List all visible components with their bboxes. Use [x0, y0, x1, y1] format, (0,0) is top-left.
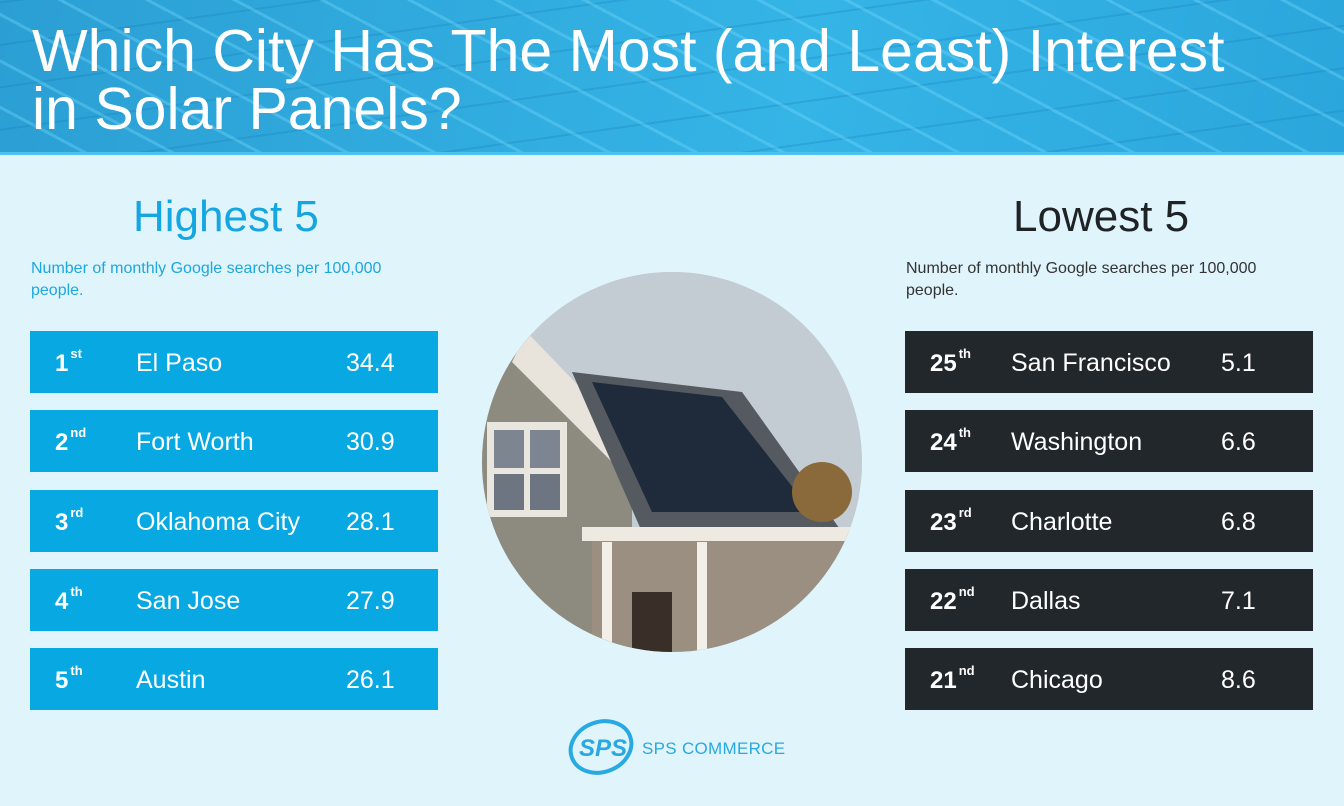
city-name: Chicago	[1011, 666, 1103, 694]
rank-number: 22	[930, 588, 957, 615]
search-value: 6.6	[1221, 428, 1256, 456]
rank-suffix: nd	[958, 584, 975, 599]
highest-subtitle: Number of monthly Google searches per 10…	[31, 260, 382, 299]
rank-suffix: nd	[958, 663, 975, 678]
rank-number: 23	[930, 509, 957, 536]
rank-suffix: rd	[958, 505, 972, 520]
rank-number: 24	[930, 429, 957, 456]
city-name: El Paso	[136, 349, 223, 377]
city-name: Oklahoma City	[136, 508, 300, 536]
search-value: 27.9	[346, 587, 395, 615]
highest-title: Highest 5	[133, 192, 319, 241]
city-name: San Jose	[136, 587, 241, 615]
search-value: 34.4	[346, 349, 395, 377]
rank-suffix: th	[70, 584, 83, 599]
city-name: Austin	[136, 666, 206, 694]
lowest-subtitle: Number of monthly Google searches per 10…	[906, 260, 1257, 299]
rank-suffix: nd	[70, 425, 87, 440]
search-value: 6.8	[1221, 508, 1256, 536]
rank-number: 2	[55, 429, 69, 456]
search-value: 28.1	[346, 508, 395, 536]
rank-suffix: st	[70, 346, 82, 361]
sps-logo-icon: SPS	[565, 718, 640, 783]
rank-suffix: rd	[70, 505, 84, 520]
rank-number: 5	[55, 667, 69, 694]
house-solar-photo	[482, 272, 862, 652]
city-name: Fort Worth	[136, 428, 254, 456]
logo-text: SPS COMMERCE	[642, 739, 786, 758]
rank-suffix: th	[958, 346, 971, 361]
rank-suffix: th	[70, 663, 83, 678]
rank-number: 1	[55, 350, 69, 377]
rank-number: 25	[930, 350, 957, 377]
city-name: Washington	[1011, 428, 1143, 456]
rank-number: 21	[930, 667, 957, 694]
page-title: Which City Has The Most (and Least) Inte…	[32, 18, 1225, 142]
header-banner: Which City Has The Most (and Least) Inte…	[0, 0, 1344, 155]
search-value: 5.1	[1221, 349, 1256, 377]
lowest-title: Lowest 5	[1013, 192, 1190, 241]
rank-suffix: th	[958, 425, 971, 440]
search-value: 7.1	[1221, 587, 1256, 615]
search-value: 8.6	[1221, 666, 1256, 694]
logo-mark: SPS	[579, 735, 627, 762]
search-value: 26.1	[346, 666, 395, 694]
search-value: 30.9	[346, 428, 395, 456]
rank-number: 4	[55, 588, 69, 615]
city-name: Dallas	[1011, 587, 1081, 615]
city-name: San Francisco	[1011, 349, 1171, 377]
city-name: Charlotte	[1011, 508, 1113, 536]
rank-number: 3	[55, 509, 69, 536]
